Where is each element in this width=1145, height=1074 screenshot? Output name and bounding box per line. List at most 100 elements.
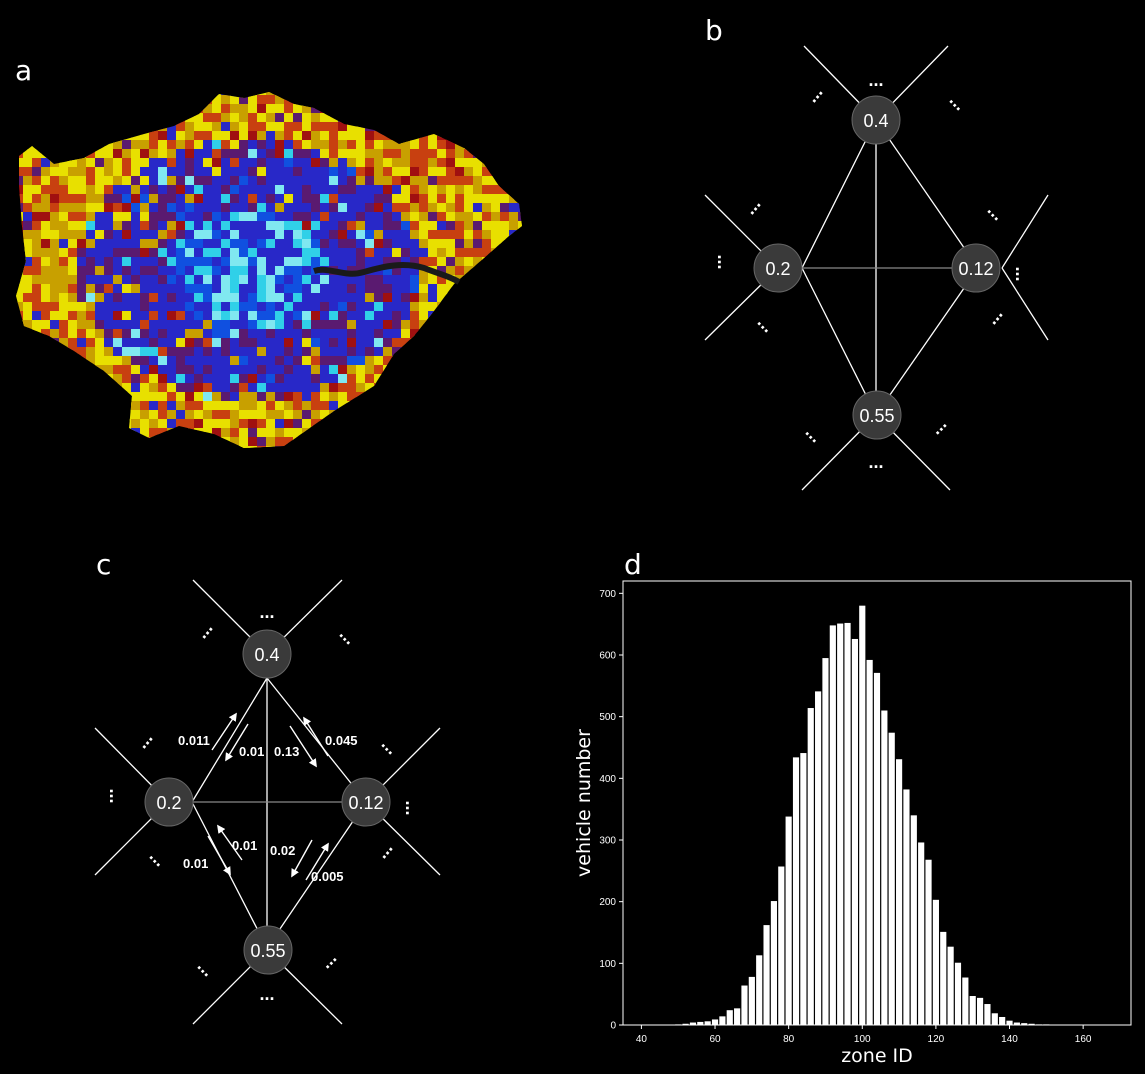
- svg-text:...: ...: [336, 624, 361, 649]
- histogram-bar: [910, 815, 917, 1025]
- histogram-bar: [837, 623, 844, 1025]
- svg-text:...: ...: [740, 194, 765, 218]
- histogram-bar: [734, 1008, 741, 1025]
- edge-label-top-right-up: 0.045: [325, 733, 358, 748]
- svg-text:...: ...: [868, 452, 883, 472]
- histogram-bars: [675, 605, 1050, 1025]
- histogram-bar: [778, 866, 785, 1025]
- x-axis-label: zone ID: [841, 1045, 913, 1067]
- svg-text:...: ...: [146, 846, 171, 871]
- x-tick-label: 40: [636, 1034, 648, 1045]
- histogram-bar: [719, 1016, 726, 1025]
- graph-b-nodes: 0.4 0.2 0.12 0.55: [753, 95, 1001, 440]
- graph-b-node-bottom: 0.55: [852, 390, 902, 440]
- y-axis-ticks: 0 100 200 300 400 500 600 700: [599, 589, 623, 1032]
- histogram-bar: [785, 816, 792, 1025]
- svg-text:...: ...: [754, 312, 779, 337]
- histogram-bar: [1013, 1022, 1020, 1025]
- x-tick-label: 80: [783, 1034, 795, 1045]
- histogram-bar: [704, 1021, 711, 1025]
- graph-b-edges: [704, 45, 1049, 491]
- histogram-bar: [881, 710, 888, 1025]
- svg-text:...: ...: [946, 90, 971, 115]
- histogram-bar: [969, 996, 976, 1025]
- x-tick-label: 120: [928, 1034, 945, 1045]
- y-tick-label: 0: [610, 1021, 616, 1032]
- svg-text:0.55: 0.55: [250, 941, 285, 961]
- x-tick-label: 60: [709, 1034, 721, 1045]
- svg-text:0.55: 0.55: [859, 406, 894, 426]
- histogram-bar: [925, 859, 932, 1025]
- svg-text:...: ...: [982, 304, 1007, 328]
- edge-label-bottom-right-up: 0.005: [311, 869, 344, 884]
- svg-text:...: ...: [259, 602, 274, 622]
- y-axis-label: vehicle number: [573, 729, 595, 877]
- graph-c-node-top: 0.4: [242, 629, 292, 679]
- graph-b-node-top: 0.4: [851, 95, 901, 145]
- graph-c-edge-labels: 0.011 0.01 0.13 0.045 0.01 0.01 0.02 0.0…: [178, 733, 358, 884]
- x-axis-ticks: 40 60 80 100 120 140 160: [636, 1025, 1092, 1045]
- svg-text:...: ...: [802, 422, 827, 447]
- histogram-bar: [903, 789, 910, 1025]
- histogram-bar: [984, 1004, 991, 1025]
- histogram-bar: [756, 955, 763, 1025]
- svg-text:0.4: 0.4: [863, 111, 888, 131]
- histogram-bar: [741, 985, 748, 1025]
- histogram-bar: [866, 659, 873, 1025]
- graph-b-node-left: 0.2: [753, 243, 803, 293]
- histogram-bar: [896, 759, 903, 1025]
- histogram-bar: [991, 1013, 998, 1025]
- svg-text:...: ...: [372, 838, 397, 862]
- svg-text:...: ...: [378, 734, 403, 759]
- x-tick-label: 160: [1075, 1034, 1092, 1045]
- panel-label-b: b: [705, 14, 723, 47]
- histogram-bar: [689, 1022, 697, 1025]
- histogram-bar: [807, 708, 814, 1025]
- y-tick-label: 300: [599, 836, 616, 847]
- panel-label-a: a: [15, 54, 33, 87]
- y-tick-label: 500: [599, 712, 616, 723]
- graph-c-edges: [94, 579, 441, 1025]
- svg-text:...: ...: [926, 414, 951, 439]
- histogram-bar: [859, 605, 866, 1025]
- histogram-chart: 40 60 80 100 120 140 160 0 100 200 300 400 500 600 70…: [573, 580, 1132, 1067]
- histogram-bar: [1028, 1023, 1035, 1025]
- svg-text:0.2: 0.2: [765, 259, 790, 279]
- histogram-bar: [999, 1016, 1006, 1025]
- edge-label-bottom-right-down: 0.02: [270, 843, 295, 858]
- map-zone-cells: [16, 92, 522, 448]
- svg-text:...: ...: [106, 788, 126, 803]
- histogram-bar: [800, 753, 807, 1025]
- svg-text:...: ...: [259, 984, 274, 1004]
- edge-label-left-top-down: 0.01: [239, 744, 264, 759]
- graph-b-node-right: 0.12: [951, 243, 1001, 293]
- histogram-bar: [947, 946, 954, 1025]
- histogram-bar: [815, 691, 822, 1025]
- y-tick-label: 700: [599, 589, 616, 600]
- svg-text:...: ...: [192, 618, 217, 642]
- histogram-bar: [829, 625, 836, 1025]
- graph-b: 0.4 0.2 0.12 0.55 ... ... ... ... ... ..…: [704, 45, 1049, 491]
- histogram-bar: [697, 1021, 704, 1025]
- y-tick-label: 200: [599, 897, 616, 908]
- histogram-bar: [792, 757, 800, 1025]
- svg-text:...: ...: [132, 728, 157, 752]
- histogram-bar: [976, 997, 984, 1025]
- edge-label-left-bottom-down: 0.01: [183, 856, 208, 871]
- graph-c-nodes: 0.4 0.2 0.12 0.55: [144, 629, 391, 975]
- histogram-bar: [763, 925, 770, 1025]
- histogram-bar: [851, 638, 858, 1025]
- histogram-bar: [822, 658, 829, 1025]
- histogram-bar: [748, 976, 755, 1025]
- y-tick-label: 600: [599, 651, 616, 662]
- histogram-bar: [1006, 1020, 1013, 1025]
- london-zone-map: [16, 92, 522, 448]
- histogram-bar: [932, 899, 939, 1025]
- panel-label-c: c: [96, 548, 112, 581]
- histogram-bar: [918, 842, 925, 1025]
- svg-text:0.12: 0.12: [348, 793, 383, 813]
- river-thames: [313, 262, 461, 285]
- svg-text:...: ...: [868, 70, 883, 90]
- histogram-bar: [873, 672, 881, 1025]
- y-tick-label: 400: [599, 774, 616, 785]
